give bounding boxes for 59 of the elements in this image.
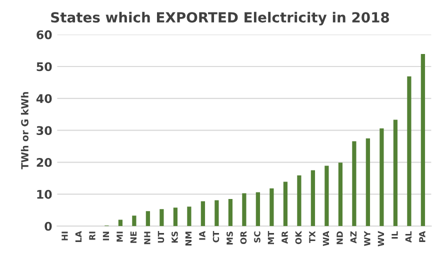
bar [324, 166, 329, 226]
bar [187, 206, 192, 226]
bar [270, 188, 274, 226]
x-tick-label: SC [254, 231, 260, 242]
x-tick-label: HI [62, 232, 68, 240]
x-tick-label: ND [336, 231, 343, 244]
bar [393, 120, 398, 226]
x-tick-label: UT [158, 231, 164, 243]
x-tick-label: PA [419, 231, 426, 242]
x-tick-label: OR [240, 231, 247, 244]
bar [256, 192, 260, 226]
bar [420, 54, 426, 226]
x-tick-label: NE [130, 232, 136, 243]
x-tick-label: WV [378, 231, 384, 246]
y-tick-label: 10 [37, 190, 52, 199]
x-tick-label: WY [364, 230, 370, 246]
y-tick-label: 60 [36, 30, 52, 40]
bar [352, 141, 356, 226]
bar [200, 201, 206, 226]
bar [214, 200, 219, 226]
x-tick-label: NH [144, 232, 150, 244]
bar [297, 175, 302, 226]
bar [283, 182, 288, 226]
x-tick-label: MI [116, 232, 123, 242]
y-tick-label: 0 [44, 222, 52, 231]
y-tick-label: 40 [36, 94, 52, 104]
x-tick-label: IN [102, 232, 109, 240]
bar [160, 209, 164, 226]
y-axis-title: TWh or G kWh [20, 92, 28, 170]
y-tick-label: 20 [36, 158, 52, 167]
bar [407, 76, 412, 226]
bar [146, 211, 150, 226]
x-tick-label: IL [392, 231, 398, 239]
x-tick-label: TX [309, 231, 316, 244]
bar [173, 208, 178, 226]
bar [132, 216, 136, 226]
x-tick-label: LA [75, 231, 82, 242]
x-tick-label: MT [268, 231, 274, 244]
y-tick-label: 30 [36, 126, 52, 135]
x-tick-label: CT [212, 231, 220, 242]
x-tick-label: KS [172, 232, 178, 243]
x-tick-label: AR [282, 231, 288, 244]
bar [380, 128, 384, 226]
bar [338, 162, 343, 226]
bar [310, 170, 316, 226]
bar [118, 220, 123, 226]
bar [242, 193, 246, 226]
x-tick-label: WA [322, 231, 329, 246]
bar [228, 198, 233, 226]
x-tick-label: AZ [350, 231, 356, 244]
x-tick-label: OK [295, 230, 302, 244]
x-tick-label: NM [185, 232, 192, 246]
y-tick-label: 50 [36, 62, 52, 72]
chart-title: States which EXPORTED Elelctricity in 2018 [51, 12, 390, 26]
x-tick-label: MS [226, 232, 233, 244]
x-tick-label: AL [405, 231, 412, 243]
bar [366, 138, 370, 226]
x-tick-label: IA [199, 231, 206, 240]
x-tick-label: RI [89, 232, 96, 240]
